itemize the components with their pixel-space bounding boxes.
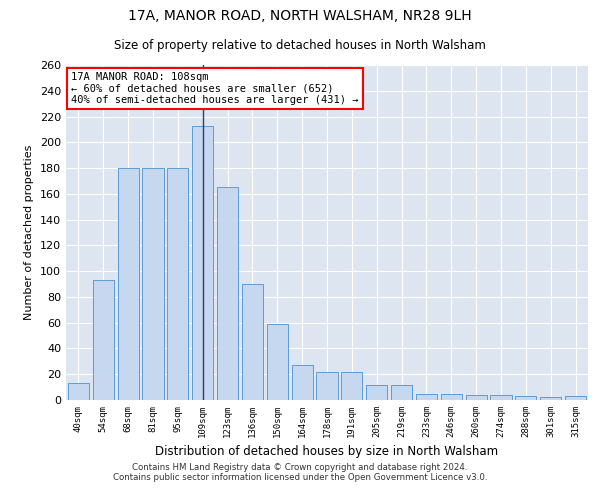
Text: Size of property relative to detached houses in North Walsham: Size of property relative to detached ho… bbox=[114, 39, 486, 52]
Text: Contains public sector information licensed under the Open Government Licence v3: Contains public sector information licen… bbox=[113, 474, 487, 482]
Y-axis label: Number of detached properties: Number of detached properties bbox=[25, 145, 34, 320]
Bar bbox=[316, 372, 338, 400]
Text: 17A, MANOR ROAD, NORTH WALSHAM, NR28 9LH: 17A, MANOR ROAD, NORTH WALSHAM, NR28 9LH bbox=[128, 9, 472, 23]
Bar bbox=[466, 395, 487, 400]
Bar bbox=[93, 280, 114, 400]
Bar bbox=[366, 384, 387, 400]
Bar bbox=[391, 384, 412, 400]
Bar bbox=[267, 324, 288, 400]
X-axis label: Distribution of detached houses by size in North Walsham: Distribution of detached houses by size … bbox=[155, 446, 499, 458]
Bar bbox=[142, 168, 164, 400]
Bar bbox=[292, 365, 313, 400]
Bar bbox=[490, 395, 512, 400]
Bar bbox=[565, 396, 586, 400]
Bar bbox=[217, 188, 238, 400]
Text: Contains HM Land Registry data © Crown copyright and database right 2024.: Contains HM Land Registry data © Crown c… bbox=[132, 464, 468, 472]
Bar bbox=[441, 394, 462, 400]
Bar bbox=[118, 168, 139, 400]
Text: 17A MANOR ROAD: 108sqm
← 60% of detached houses are smaller (652)
40% of semi-de: 17A MANOR ROAD: 108sqm ← 60% of detached… bbox=[71, 72, 359, 105]
Bar bbox=[540, 398, 561, 400]
Bar bbox=[192, 126, 213, 400]
Bar bbox=[341, 372, 362, 400]
Bar bbox=[515, 396, 536, 400]
Bar bbox=[242, 284, 263, 400]
Bar bbox=[167, 168, 188, 400]
Bar bbox=[416, 394, 437, 400]
Bar bbox=[68, 383, 89, 400]
